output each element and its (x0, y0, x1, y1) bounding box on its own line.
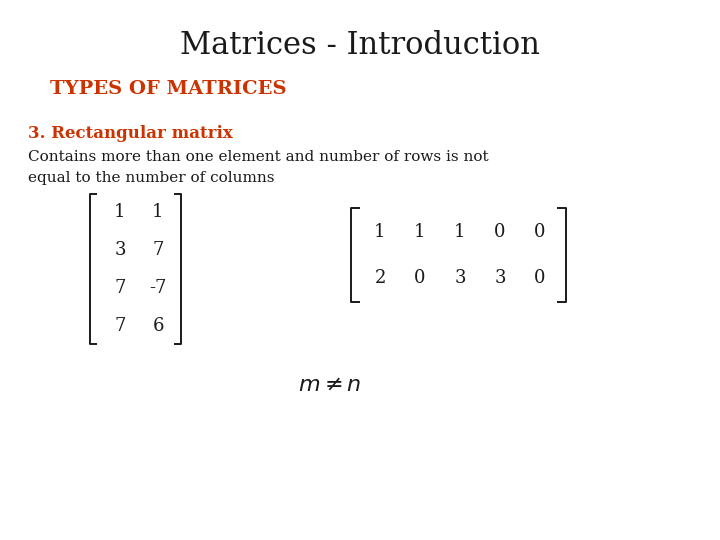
Text: 7: 7 (114, 279, 126, 297)
Text: 1: 1 (114, 203, 126, 221)
Text: 0: 0 (534, 269, 546, 287)
Text: Matrices - Introduction: Matrices - Introduction (180, 30, 540, 61)
Text: TYPES OF MATRICES: TYPES OF MATRICES (50, 80, 287, 98)
Text: 1: 1 (152, 203, 163, 221)
Text: 0: 0 (414, 269, 426, 287)
Text: 3: 3 (494, 269, 505, 287)
Text: 6: 6 (152, 317, 163, 335)
Text: -7: -7 (149, 279, 167, 297)
Text: 0: 0 (494, 223, 505, 241)
Text: $m \neq n$: $m \neq n$ (298, 374, 361, 396)
Text: 3: 3 (114, 241, 126, 259)
Text: 7: 7 (114, 317, 126, 335)
Text: Contains more than one element and number of rows is not
equal to the number of : Contains more than one element and numbe… (28, 150, 489, 185)
Text: 7: 7 (153, 241, 163, 259)
Text: 1: 1 (374, 223, 386, 241)
Text: 3: 3 (454, 269, 466, 287)
Text: 1: 1 (454, 223, 466, 241)
Text: 0: 0 (534, 223, 546, 241)
Text: 2: 2 (374, 269, 386, 287)
Text: 3. Rectangular matrix: 3. Rectangular matrix (28, 125, 233, 142)
Text: 1: 1 (414, 223, 426, 241)
